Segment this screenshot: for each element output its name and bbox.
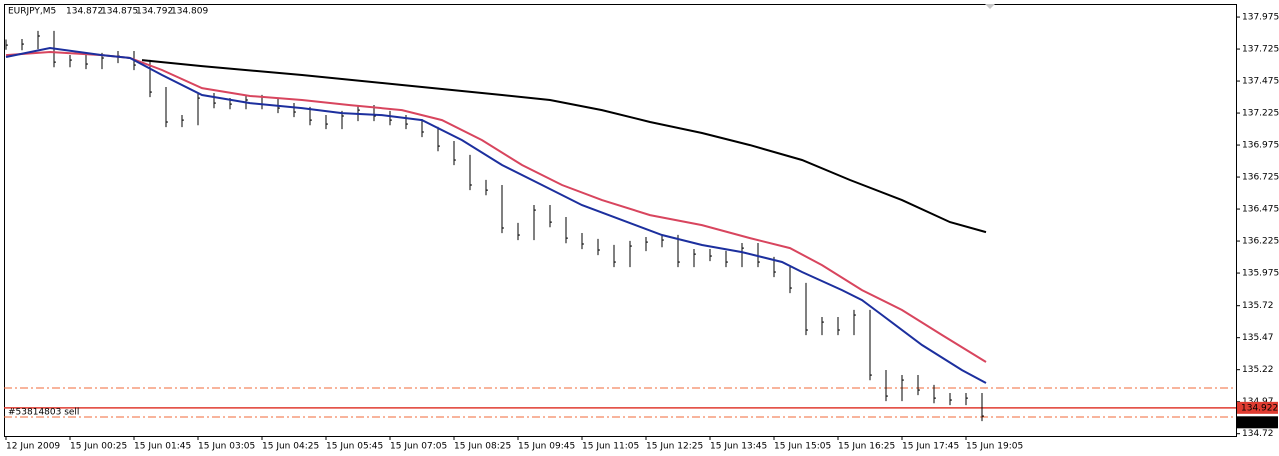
x-tick-label: 15 Jun 15:05 <box>774 442 831 452</box>
x-tick-label: 15 Jun 01:45 <box>134 442 191 452</box>
x-tick-label: 15 Jun 16:25 <box>838 442 895 452</box>
y-tick-label: 135.22 <box>1242 365 1274 375</box>
bid-label: 134.809 <box>1241 418 1278 428</box>
y-tick-label: 136.225 <box>1242 237 1279 247</box>
order-price-box <box>1237 401 1278 414</box>
header-high: 134.875 <box>101 7 138 17</box>
x-tick-label: 15 Jun 12:25 <box>646 442 703 452</box>
x-tick-label: 15 Jun 07:05 <box>390 442 447 452</box>
moving-average <box>5 50 987 363</box>
y-tick-label: 136.975 <box>1242 141 1279 151</box>
symbol: EURJPY,M5 <box>8 7 56 17</box>
x-tick-label: 15 Jun 08:25 <box>454 442 511 452</box>
y-tick-label: 137.225 <box>1242 109 1279 119</box>
x-tick-label: 15 Jun 17:45 <box>902 442 959 452</box>
x-tick-label: 15 Jun 19:05 <box>966 442 1023 452</box>
y-tick-label: 135.72 <box>1242 301 1274 311</box>
x-tick-label: 15 Jun 13:45 <box>710 442 767 452</box>
header-close: 134.809 <box>171 7 208 17</box>
y-tick-label: 137.725 <box>1242 45 1279 55</box>
moving-average <box>141 59 987 234</box>
bid-box <box>1237 416 1278 429</box>
x-tick-label: 15 Jun 05:45 <box>326 442 383 452</box>
y-tick-label: 136.725 <box>1242 173 1279 183</box>
header-low: 134.792 <box>136 7 173 17</box>
y-tick-label: 136.475 <box>1242 205 1279 215</box>
y-tick-label: 137.975 <box>1242 13 1279 23</box>
y-tick-label: 135.975 <box>1242 269 1279 279</box>
plot-frame <box>4 4 1237 437</box>
y-tick-label: 137.475 <box>1242 77 1279 87</box>
x-tick-label: 12 Jun 2009 <box>6 442 60 452</box>
x-tick-label: 15 Jun 04:25 <box>262 442 319 452</box>
moving-average <box>5 46 987 384</box>
header-open: 134.872 <box>66 7 103 17</box>
shift-marker <box>985 4 995 9</box>
order-label: #53814803 sell <box>8 407 79 417</box>
x-tick-label: 15 Jun 03:05 <box>198 442 255 452</box>
y-tick-label: 135.47 <box>1242 333 1274 343</box>
x-tick-label: 15 Jun 00:25 <box>70 442 127 452</box>
x-tick-label: 15 Jun 09:45 <box>518 442 575 452</box>
order-price-label: 134.922 <box>1241 403 1278 413</box>
y-tick-label: 134.72 <box>1242 429 1274 439</box>
x-tick-label: 15 Jun 11:05 <box>582 442 639 452</box>
